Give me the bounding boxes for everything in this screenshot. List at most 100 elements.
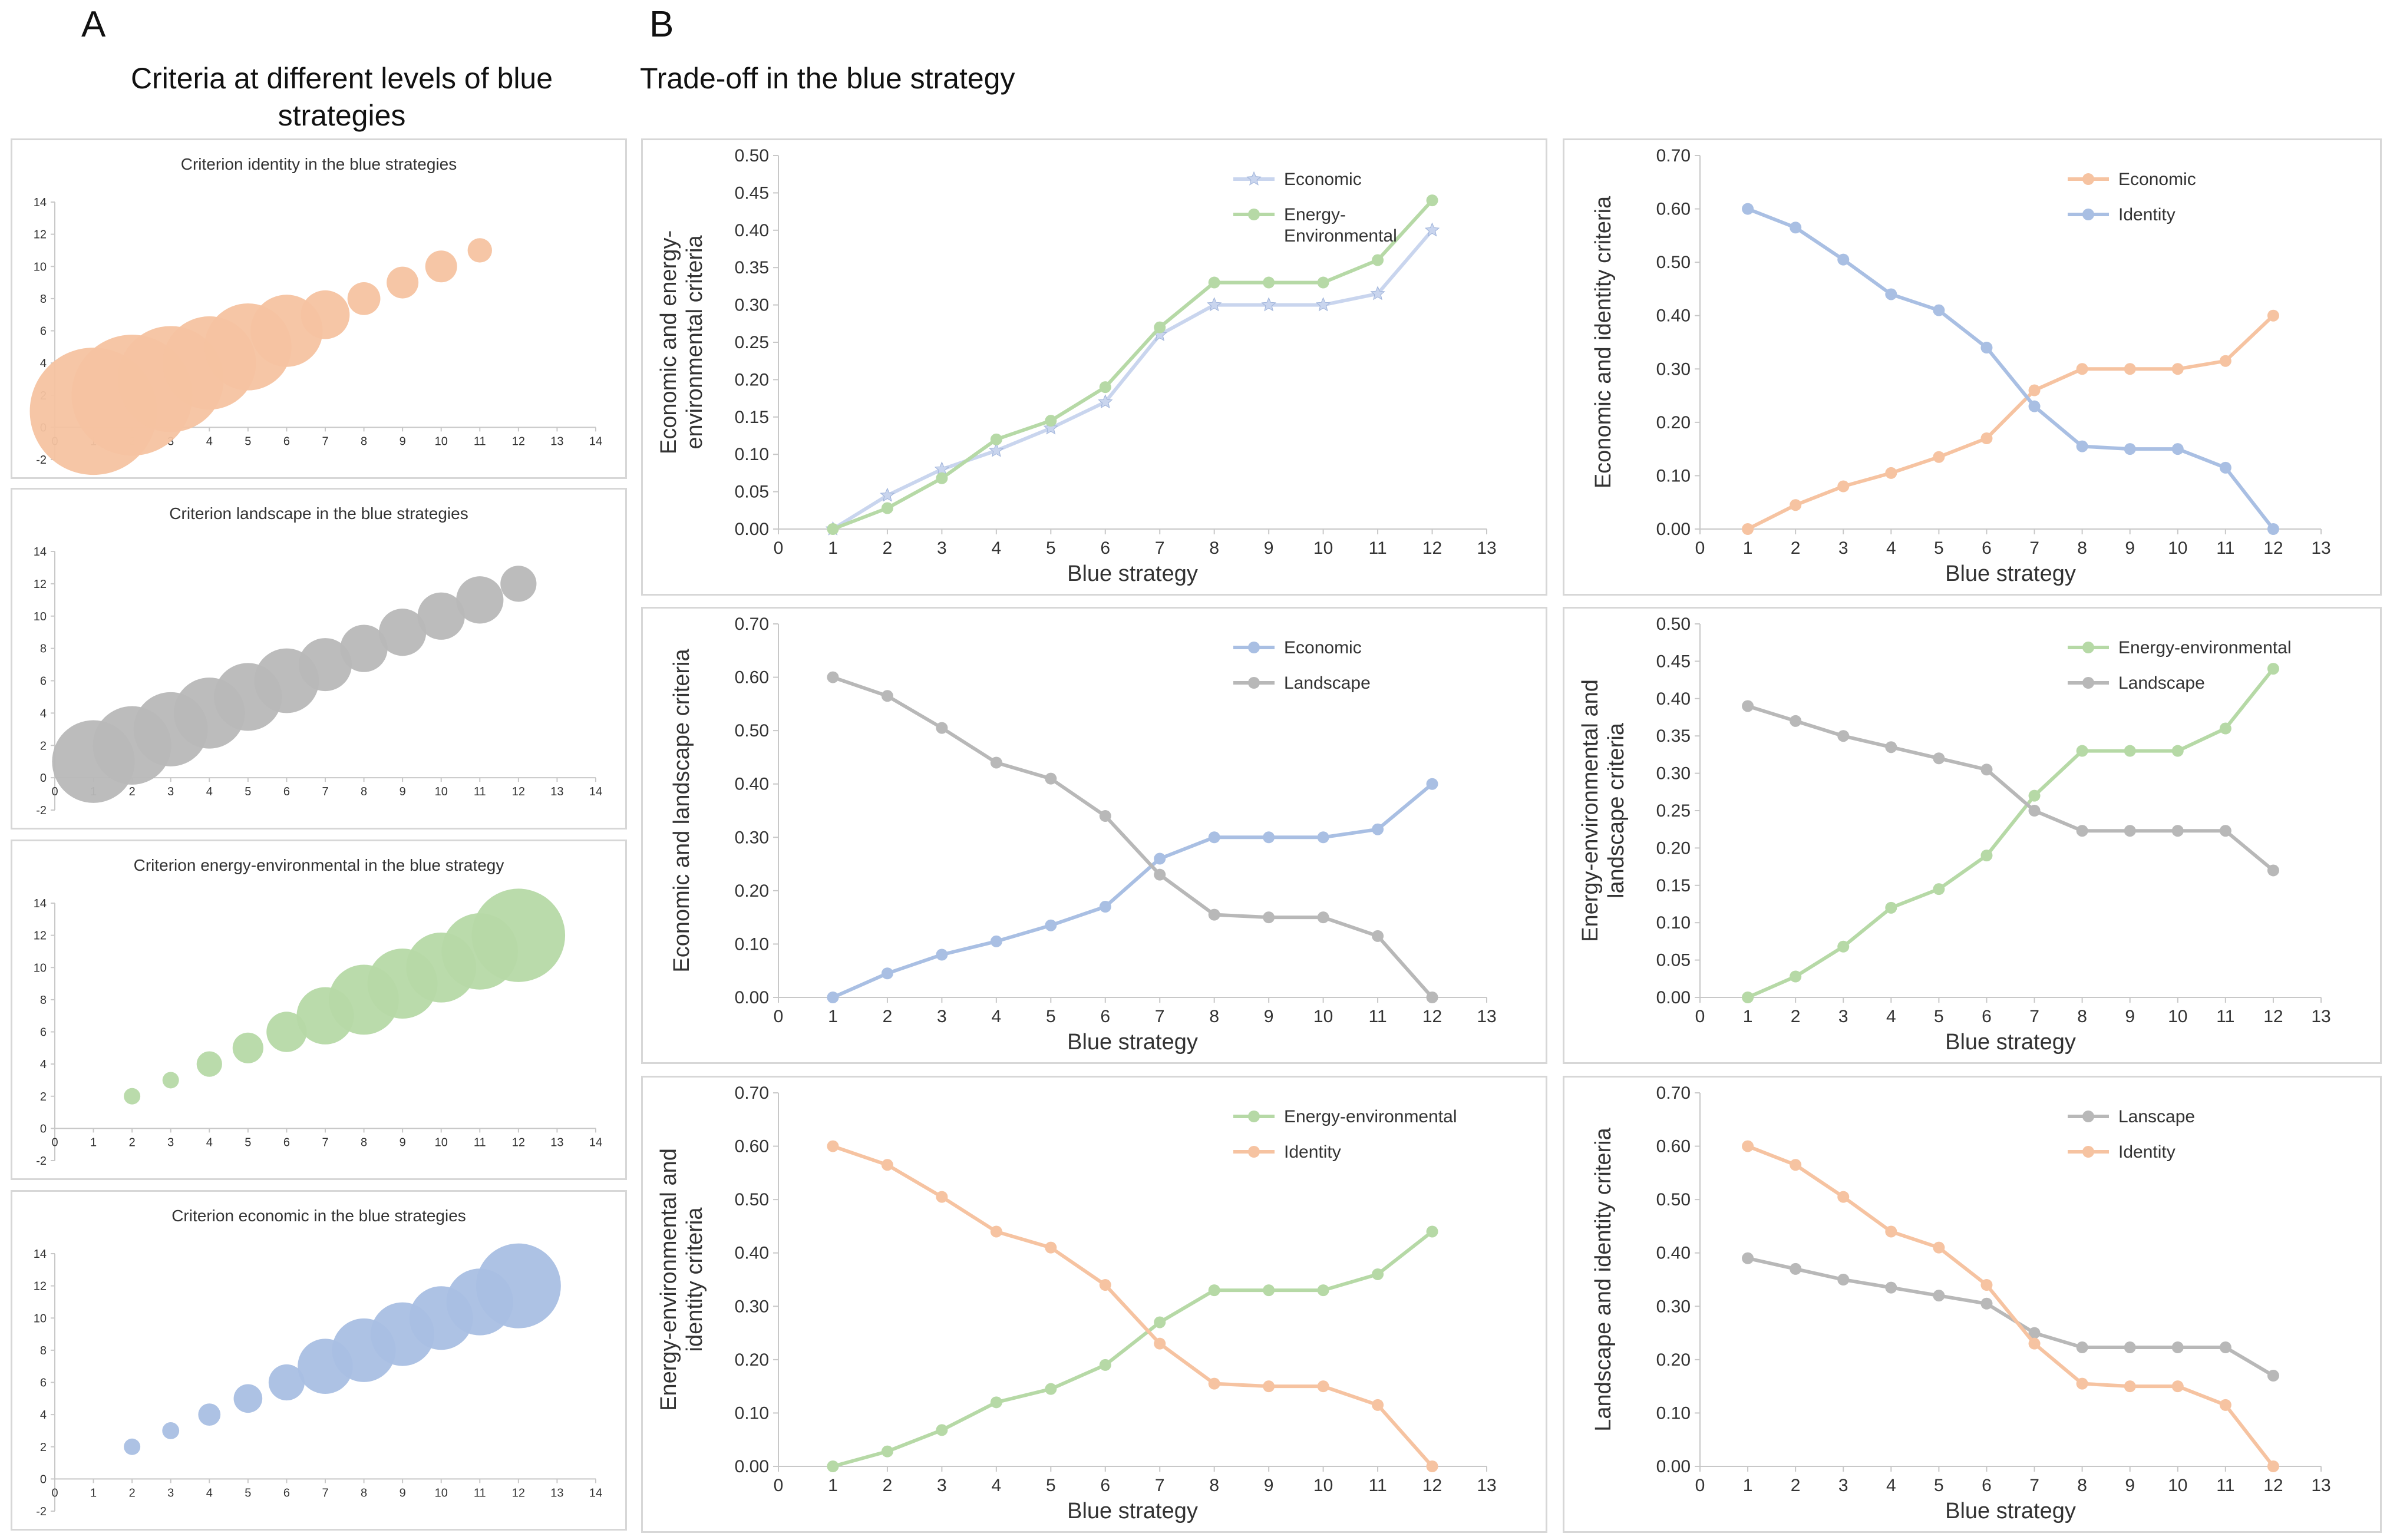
y-tick-label: 0.40 (1656, 689, 1691, 709)
y-tick-label: 0.30 (735, 296, 769, 315)
bubble-chart-landscape: Criterion landscape in the blue strategi… (11, 488, 627, 830)
data-point (1742, 203, 1754, 215)
y-tick-label: 0.10 (1656, 1403, 1691, 1423)
legend-label: Identity (1284, 1142, 1341, 1162)
x-tick-label: 12 (512, 435, 525, 448)
x-tick-label: 4 (1886, 1476, 1896, 1495)
x-tick-label: 0 (1695, 538, 1705, 558)
line-chart-landscape-identity: 0.00 0.10 0.20 0.30 0.40 0.50 0.60 0.70 0 1 2 3 4 5 6 7… (1563, 1076, 2382, 1533)
data-point (989, 442, 1004, 457)
data-point (1837, 253, 1850, 266)
data-point (1154, 868, 1166, 881)
x-tick-label: 7 (1155, 538, 1165, 558)
data-point (1045, 772, 1057, 785)
y-axis-title: identity criteria (682, 1207, 707, 1352)
y-tick-label: -2 (36, 804, 47, 817)
y-tick-label: 0.00 (1656, 520, 1691, 539)
bubble-point (417, 592, 465, 640)
line-chart-economic-landscape: 0.00 0.10 0.20 0.30 0.40 0.50 0.60 0.70 0 1 2 3 4 5 6 7… (641, 607, 1547, 1064)
data-point (936, 949, 948, 961)
y-tick-label: 0.10 (735, 1403, 769, 1423)
x-tick-label: 10 (2168, 1007, 2187, 1026)
y-tick-label: 0.05 (735, 483, 769, 502)
y-tick-label: 0.05 (1656, 951, 1691, 970)
data-point (1372, 823, 1384, 835)
bubble-point (196, 1051, 222, 1077)
x-tick-label: 12 (512, 1136, 525, 1149)
data-point (1208, 1377, 1220, 1390)
x-tick-label: 6 (1982, 1476, 1992, 1495)
x-tick-label: 2 (1791, 538, 1801, 558)
data-point (880, 487, 895, 502)
y-tick-label: 0.40 (735, 775, 769, 794)
x-tick-label: 4 (992, 1476, 1002, 1495)
data-point (1263, 276, 1275, 289)
data-point (1837, 1274, 1850, 1285)
data-point (1790, 1263, 1802, 1275)
data-point (2219, 722, 2231, 735)
y-tick-label: 0.60 (735, 668, 769, 688)
legend-label: Environmental (1284, 226, 1397, 246)
bubble-chart-identity: Criterion identity in the blue strategie… (11, 138, 627, 479)
data-point (1263, 911, 1275, 924)
y-tick-label: 8 (40, 643, 47, 656)
y-tick-label: -2 (36, 454, 47, 467)
data-point (1885, 901, 1897, 914)
data-point (990, 433, 1002, 445)
y-tick-label: 14 (34, 1248, 47, 1261)
x-tick-label: 4 (206, 435, 213, 448)
x-tick-label: 14 (589, 785, 602, 798)
x-tick-label: 13 (550, 785, 563, 798)
x-tick-label: 1 (828, 1007, 838, 1026)
data-point (1317, 276, 1329, 289)
bubble-point (456, 576, 504, 624)
data-point (1426, 992, 1438, 1003)
x-tick-label: 11 (2216, 1476, 2234, 1495)
x-tick-label: 2 (883, 1007, 893, 1026)
x-tick-label: 1 (828, 538, 838, 558)
data-point (1045, 919, 1057, 931)
bubble-economic-svg: Criterion economic in the blue strategie… (34, 1207, 602, 1518)
x-tick-label: 5 (245, 785, 251, 798)
data-point (2028, 805, 2041, 817)
x-tick-label: 0 (1695, 1476, 1705, 1495)
data-point (2267, 523, 2279, 535)
y-tick-label: 0.40 (735, 221, 769, 240)
x-tick-label: 3 (1838, 538, 1848, 558)
x-tick-label: 13 (550, 1136, 563, 1149)
x-tick-label: 0 (51, 1486, 58, 1499)
legend-marker (2082, 642, 2094, 653)
x-tick-label: 1 (90, 1136, 97, 1149)
data-point (1372, 1399, 1384, 1411)
panel-b-label: B (649, 4, 674, 45)
y-tick-label: 0.30 (1656, 359, 1691, 379)
x-tick-label: 7 (2029, 538, 2039, 558)
data-point (936, 722, 948, 734)
chart-title: Criterion economic in the blue strategie… (171, 1207, 466, 1225)
y-tick-label: 0.20 (1656, 413, 1691, 432)
data-point (1045, 415, 1057, 427)
data-point (1317, 1284, 1329, 1297)
legend-label: Economic (1284, 638, 1362, 657)
data-point (2028, 1337, 2041, 1350)
y-tick-label: 0.20 (1656, 838, 1691, 858)
x-tick-label: 6 (1100, 538, 1110, 558)
data-point (990, 1225, 1002, 1238)
legend-label: Energy- (1284, 205, 1346, 224)
x-tick-label: 6 (283, 1486, 290, 1499)
legend-label: Identity (2118, 1142, 2176, 1162)
x-tick-label: 13 (1477, 1476, 1496, 1495)
x-tick-label: 10 (435, 1486, 448, 1499)
data-point (1099, 901, 1111, 913)
y-tick-label: 8 (40, 293, 47, 306)
series-line (832, 782, 1434, 999)
x-tick-label: 8 (1209, 1007, 1219, 1026)
x-tick-label: 5 (1046, 1476, 1056, 1495)
x-tick-label: 9 (1264, 1007, 1274, 1026)
data-point (1980, 1297, 1993, 1310)
line-energy-identity-svg: 0.000.100.200.300.400.500.600.700 1 2 3 4 5 6 7… (656, 1083, 1497, 1524)
y-tick-label: 12 (34, 1280, 47, 1293)
y-tick-label: 0 (40, 1122, 47, 1135)
line-landscape-identity-svg: 0.000.100.200.300.400.500.600.700 1 2 3 4 5 6 7… (1591, 1083, 2331, 1524)
y-tick-label: 8 (40, 994, 47, 1007)
